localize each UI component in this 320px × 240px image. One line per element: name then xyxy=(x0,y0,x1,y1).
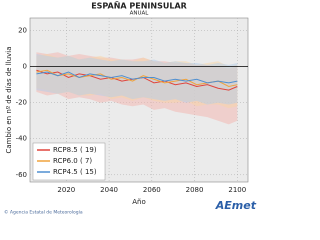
y-tick-label: -60 xyxy=(16,171,27,179)
x-tick-label: 2080 xyxy=(186,186,204,194)
legend-label: RCP6.0 xyxy=(53,157,78,165)
chart-title: ESPAÑA PENINSULAR xyxy=(91,1,187,11)
legend-count: ( 15) xyxy=(80,168,97,176)
chart: ESPAÑA PENINSULAR ANUAL Cambio en nº de … xyxy=(4,1,257,216)
legend-label: RCP8.5 xyxy=(53,146,78,154)
y-tick-label: 20 xyxy=(18,27,27,35)
legend xyxy=(32,142,106,181)
x-tick-label: 2100 xyxy=(228,186,246,194)
chart-subtitle: ANUAL xyxy=(130,11,150,17)
plot xyxy=(30,18,248,182)
footer: © Agencia Estatal de Meteorología xyxy=(4,209,83,216)
x-axis-label: Año xyxy=(132,198,146,206)
series-line xyxy=(36,71,238,84)
x-tick-label: 2040 xyxy=(100,186,118,194)
y-tick-label: -20 xyxy=(16,99,27,107)
logo: AEmet xyxy=(215,199,257,212)
legend-label: RCP4.5 xyxy=(53,168,78,176)
y-axis-label: Cambio en nº de días de lluvia xyxy=(5,46,13,153)
legend-count: ( 19) xyxy=(80,146,97,154)
x-tick-label: 2060 xyxy=(143,186,161,194)
y-tick-label: -40 xyxy=(16,135,27,143)
y-tick-label: 0 xyxy=(23,63,27,71)
legend-count: ( 7) xyxy=(80,157,92,165)
x-tick-label: 2020 xyxy=(57,186,75,194)
